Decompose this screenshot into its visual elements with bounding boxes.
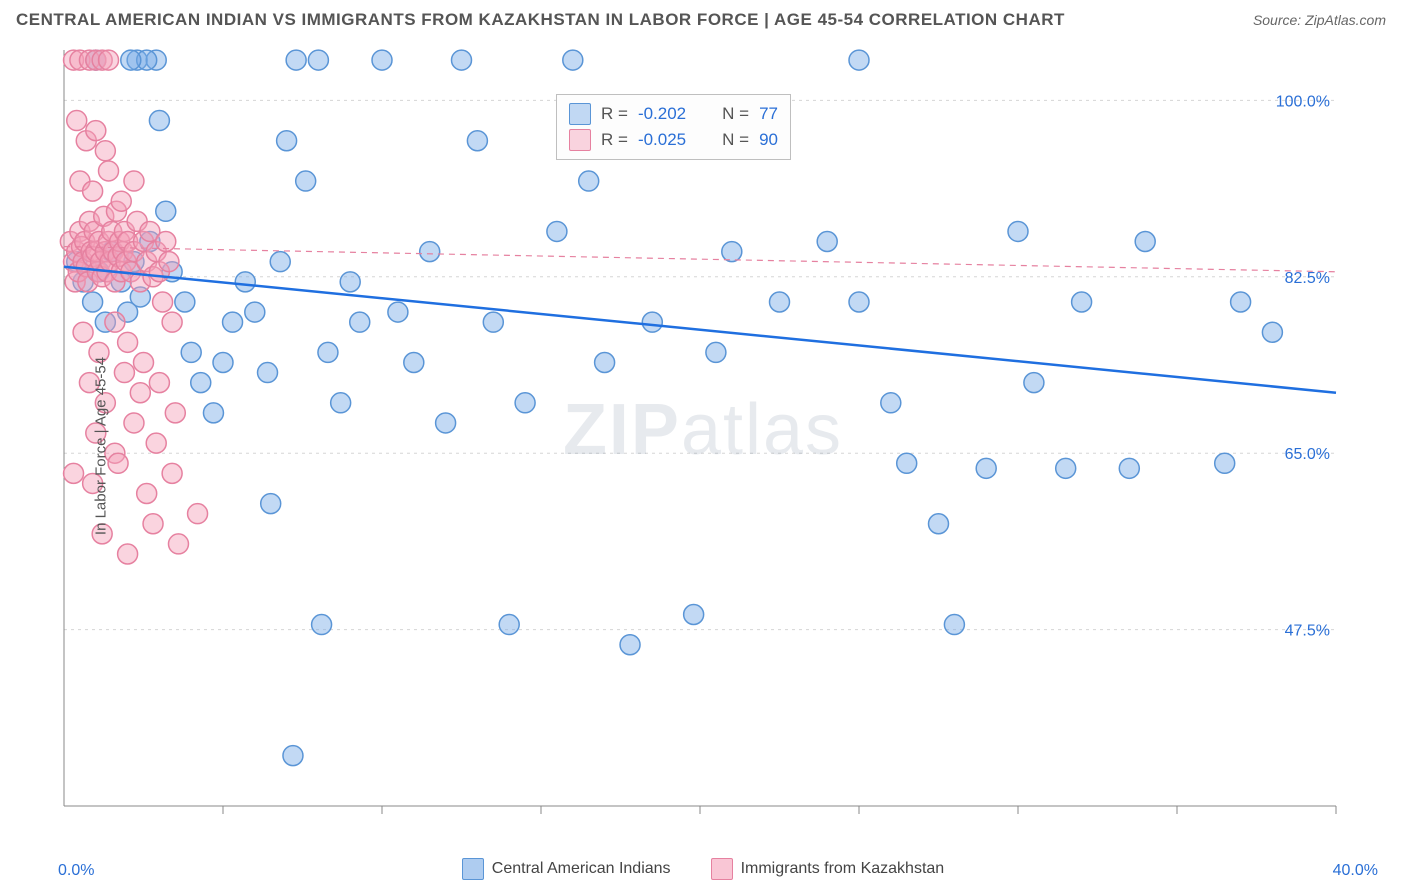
chart-area: In Labor Force | Age 45-54 ZIPatlas 47.5… xyxy=(16,44,1390,848)
svg-text:47.5%: 47.5% xyxy=(1285,623,1330,640)
legend-swatch xyxy=(569,103,591,125)
correlation-row: R = -0.202 N = 77 xyxy=(569,101,778,127)
source-label: Source: ZipAtlas.com xyxy=(1253,12,1386,28)
corr-r-label: R = xyxy=(601,104,628,124)
x-axis-min-label: 0.0% xyxy=(58,862,94,880)
series-legend: Central American Indians Immigrants from … xyxy=(462,858,944,880)
corr-r-value: -0.202 xyxy=(638,104,686,124)
corr-n-value: 90 xyxy=(759,130,778,150)
x-axis-max-label: 40.0% xyxy=(1333,862,1378,880)
corr-r-value: -0.025 xyxy=(638,130,686,150)
legend-item: Central American Indians xyxy=(462,858,671,880)
legend-swatch xyxy=(711,858,733,880)
corr-r-label: R = xyxy=(601,130,628,150)
legend-swatch xyxy=(569,129,591,151)
scatter-chart: 47.5% 65.0% 82.5% 100.0% xyxy=(16,44,1348,824)
correlation-row: R = -0.025 N = 90 xyxy=(569,127,778,153)
legend-swatch xyxy=(462,858,484,880)
correlation-legend: R = -0.202 N = 77 R = -0.025 N = 90 xyxy=(556,94,791,160)
corr-n-value: 77 xyxy=(759,104,778,124)
legend-label: Central American Indians xyxy=(492,860,671,878)
chart-title: CENTRAL AMERICAN INDIAN VS IMMIGRANTS FR… xyxy=(16,10,1065,30)
legend-item: Immigrants from Kazakhstan xyxy=(711,858,945,880)
svg-text:82.5%: 82.5% xyxy=(1285,270,1330,287)
y-axis-label: In Labor Force | Age 45-54 xyxy=(93,357,110,535)
svg-text:65.0%: 65.0% xyxy=(1285,446,1330,463)
footer: 0.0% Central American Indians Immigrants … xyxy=(0,852,1406,886)
svg-text:100.0%: 100.0% xyxy=(1276,93,1330,110)
corr-n-label: N = xyxy=(722,130,749,150)
legend-label: Immigrants from Kazakhstan xyxy=(741,860,945,878)
corr-n-label: N = xyxy=(722,104,749,124)
